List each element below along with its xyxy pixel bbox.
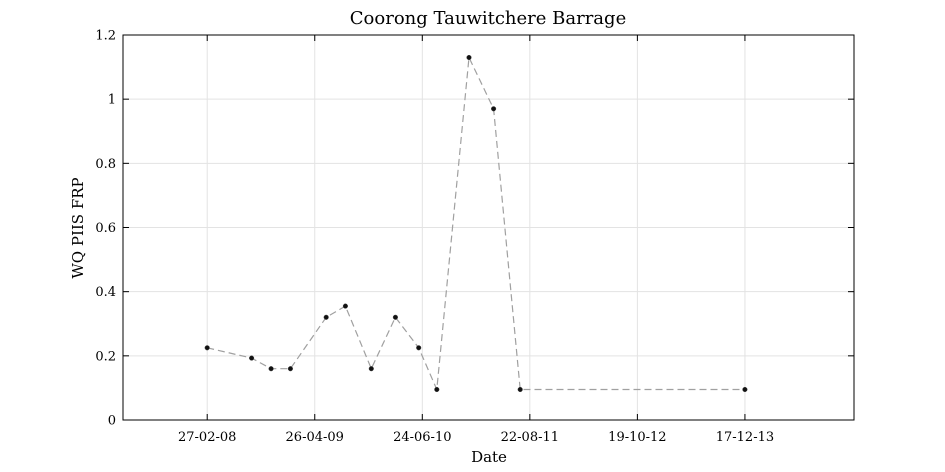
x-tick-label: 22-08-11 bbox=[501, 430, 559, 445]
data-point bbox=[466, 54, 472, 61]
data-point bbox=[249, 355, 255, 361]
data-point bbox=[434, 386, 440, 393]
x-tick-label: 19-10-12 bbox=[608, 430, 666, 445]
data-point bbox=[323, 314, 329, 320]
y-tick-label: 0.2 bbox=[95, 349, 116, 364]
y-tick-label: 0.6 bbox=[95, 221, 116, 236]
y-tick-label: 1 bbox=[108, 93, 116, 108]
data-point bbox=[742, 386, 748, 393]
data-point bbox=[204, 345, 210, 351]
y-tick-label: 0.8 bbox=[95, 157, 116, 172]
data-point bbox=[287, 366, 293, 372]
data-point bbox=[392, 314, 398, 320]
data-point bbox=[491, 106, 497, 112]
series-line bbox=[207, 55, 745, 392]
y-tick-label: 1.2 bbox=[95, 29, 116, 44]
data-point bbox=[342, 303, 348, 309]
tick-layer bbox=[123, 34, 854, 421]
y-tick-label: 0.4 bbox=[95, 285, 116, 300]
x-tick-label: 27-02-08 bbox=[178, 430, 236, 445]
data-point bbox=[517, 386, 523, 393]
x-tick-label: 24-06-10 bbox=[393, 430, 451, 445]
x-axis-label: Date bbox=[471, 448, 507, 466]
y-tick-label: 0 bbox=[108, 414, 116, 429]
chart-title: Coorong Tauwitchere Barrage bbox=[350, 8, 626, 29]
series-layer bbox=[204, 54, 748, 393]
data-point bbox=[416, 345, 422, 351]
tick-label-layer: 0 0.2 0.4 0.6 0.8 1 1.2 27-02-08 26-04-09 24-06-1… bbox=[95, 29, 774, 446]
x-tick-label: 17-12-13 bbox=[716, 430, 774, 445]
data-point bbox=[368, 366, 374, 372]
data-point bbox=[268, 366, 274, 372]
y-axis-label: WQ PIIS FRP bbox=[69, 177, 87, 278]
x-tick-label: 26-04-09 bbox=[286, 430, 344, 445]
